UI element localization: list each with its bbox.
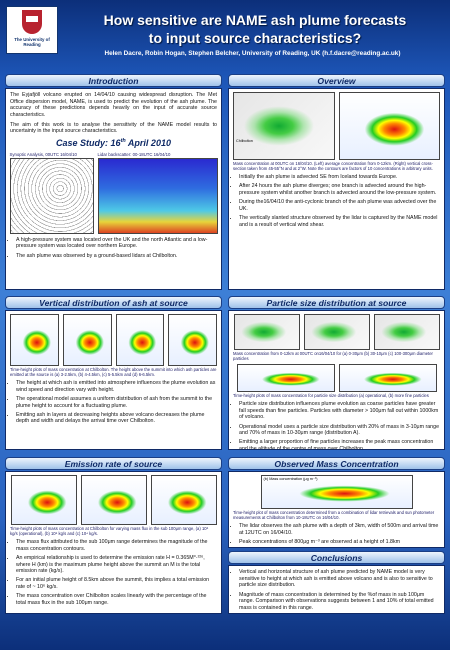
- bullet: The ash plume was observed by a ground-b…: [16, 253, 217, 260]
- bullet: The lidar observes the ash plume with a …: [239, 523, 440, 536]
- logo-text: The University of Reading: [14, 37, 50, 47]
- case-study-heading: Case Study: 16th April 2010: [10, 138, 217, 149]
- caption: Mass concentration from 0-12km at 00UTC …: [233, 351, 433, 362]
- bullet: Magnitude of mass concentration is deter…: [239, 592, 440, 612]
- heading-part: Case Study: 16: [56, 138, 121, 149]
- bullet: The vertically slanted structure observe…: [239, 215, 440, 228]
- plot-label: (b) Mass concentration (μg m⁻³): [263, 477, 318, 481]
- authors: Helen Dacre, Robin Hogan, Stephen Belche…: [104, 50, 401, 57]
- bullet: The mass flux attributed to the sub 100μ…: [16, 539, 217, 552]
- synoptic-chart: [9, 157, 94, 234]
- university-logo: The University of Reading: [6, 6, 58, 54]
- overview-box: Chilbolton Mass concentration at 00UTC o…: [228, 88, 445, 290]
- section-heading: Introduction: [5, 74, 222, 87]
- time-height-plot: [80, 475, 147, 525]
- caption: Time-height plots of mass concentration …: [233, 393, 429, 399]
- introduction-box: The Eyjafjöll volcano erupted on 14/04/1…: [5, 88, 222, 290]
- time-height-plot: [115, 314, 165, 366]
- section-heading: Observed Mass Concentration: [228, 457, 445, 470]
- observation-plot: (b) Mass concentration (μg m⁻³): [260, 475, 413, 509]
- time-height-plot: [62, 314, 112, 366]
- bullet: Emitting a larger proportion of fine par…: [239, 439, 440, 449]
- bullet: After 24 hours the ash plume diverges; o…: [239, 183, 440, 196]
- bullet: Particle size distribution influences pl…: [239, 401, 440, 421]
- plot-label: Chilbolton: [236, 139, 253, 143]
- bullet: Emitting ash in layers at decreasing hei…: [16, 412, 217, 425]
- bullet: The operational model assumes a uniform …: [16, 396, 217, 409]
- conclusions-box: Vertical and horizontal structure of ash…: [228, 565, 445, 614]
- map-plot: [373, 314, 440, 350]
- bullet: Operational model uses a particle size d…: [239, 424, 440, 437]
- paragraph: The aim of this work is to analyse the s…: [10, 121, 217, 135]
- map-plot: Chilbolton: [233, 92, 335, 160]
- bullet: Vertical and horizontal structure of ash…: [239, 569, 440, 589]
- time-height-plot: [338, 364, 437, 393]
- time-height-plot: [168, 314, 217, 366]
- title-line-2: to input source characteristics?: [148, 30, 362, 46]
- bullet: A high-pressure system was located over …: [16, 237, 217, 250]
- map-plot: [233, 314, 300, 350]
- bullet: Initially the ash plume is advected SE f…: [239, 174, 440, 181]
- vertical-box: Time-height plots of mass concentration …: [5, 310, 222, 450]
- bullet: For an initial plume height of 8.5km abo…: [16, 577, 217, 590]
- map-plot: [303, 314, 370, 350]
- section-heading: Particle size distribution at source: [228, 296, 445, 309]
- paragraph: The Eyjafjöll volcano erupted on 14/04/1…: [10, 92, 217, 119]
- time-height-plot: [236, 364, 335, 393]
- bullet: The height at which ash is emitted into …: [16, 380, 217, 393]
- bullet: An empirical relationship is used to det…: [16, 555, 217, 575]
- section-heading: Vertical distribution of ash at source: [5, 296, 222, 309]
- lidar-plot: [97, 157, 218, 234]
- caption: Time-height plot of mass concentration d…: [233, 510, 435, 521]
- heading-part: April 2010: [125, 138, 171, 149]
- heading-superscript: th: [120, 138, 126, 145]
- time-height-plot: [10, 475, 77, 525]
- figure-label: Lidar backscatter: 00-18UTC 16/04/10: [97, 152, 171, 158]
- time-height-plot: [10, 314, 59, 366]
- caption: Time-height plots of mass concentration …: [10, 526, 209, 537]
- section-heading: Emission rate of source: [5, 457, 222, 470]
- particle-box: Mass concentration from 0-12km at 00UTC …: [228, 310, 445, 450]
- title-line-1: How sensitive are NAME ash plume forecas…: [103, 12, 407, 28]
- bullet: Peak concentrations of 800μg m⁻³ are obs…: [239, 539, 440, 546]
- time-height-plot: [150, 475, 217, 525]
- cross-section-plot: [338, 92, 440, 160]
- caption: Mass concentration at 00UTC on 16/04/10.…: [233, 161, 433, 172]
- bullet: The mass concentration over Chilbolton s…: [16, 593, 217, 606]
- figure-label: Synoptic Analysis, 00UTC 16/04/10: [9, 152, 77, 158]
- observed-box: (b) Mass concentration (μg m⁻³) Time-hei…: [228, 471, 445, 548]
- bullet: During the16/04/10 the anti-cyclonic bra…: [239, 199, 440, 212]
- section-heading: Overview: [228, 74, 445, 87]
- emission-box: Time-height plots of mass concentration …: [5, 471, 222, 614]
- section-heading: Conclusions: [228, 551, 445, 564]
- caption: Time-height plots of mass concentration …: [10, 367, 217, 378]
